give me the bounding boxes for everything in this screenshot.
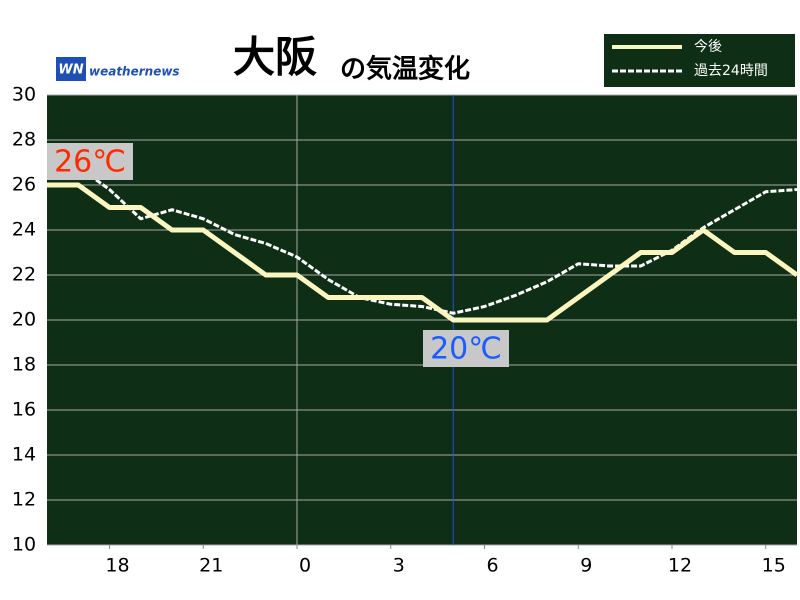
y-tick-label: 10 — [12, 534, 36, 556]
legend-label: 今後 — [694, 39, 722, 55]
x-tick-label: 12 — [668, 555, 692, 577]
x-tick-label: 21 — [199, 555, 223, 577]
x-tick-label: 6 — [486, 555, 498, 577]
annotation-box — [423, 330, 509, 367]
legend-label: 過去24時間 — [694, 63, 768, 79]
y-tick-label: 12 — [12, 489, 36, 511]
y-tick-label: 18 — [12, 354, 36, 376]
chart-title: 大阪 — [233, 33, 317, 82]
x-tick-label: 3 — [393, 555, 405, 577]
y-tick-label: 20 — [12, 309, 36, 331]
y-tick-label: 24 — [12, 219, 36, 241]
annotation-box — [47, 143, 133, 180]
x-tick-label: 0 — [299, 555, 311, 577]
annotation: 26℃ — [54, 145, 126, 180]
series-line — [47, 182, 799, 323]
y-tick-label: 16 — [12, 399, 36, 421]
y-tick-label: 26 — [12, 174, 36, 196]
x-tick-label: 9 — [580, 555, 592, 577]
logo-mark: WN — [58, 63, 83, 78]
chart-title-suffix: の気温変化 — [340, 54, 470, 85]
y-tick-label: 30 — [12, 84, 36, 106]
annotation: 20℃ — [430, 332, 502, 367]
y-tick-label: 28 — [12, 129, 36, 151]
y-tick-label: 14 — [12, 444, 36, 466]
y-tick-label: 22 — [12, 264, 36, 286]
logo-box — [56, 57, 86, 81]
legend-box — [602, 32, 797, 89]
x-tick-label: 15 — [762, 555, 786, 577]
logo-text: weathernews — [89, 65, 180, 79]
x-tick-label: 18 — [105, 555, 129, 577]
